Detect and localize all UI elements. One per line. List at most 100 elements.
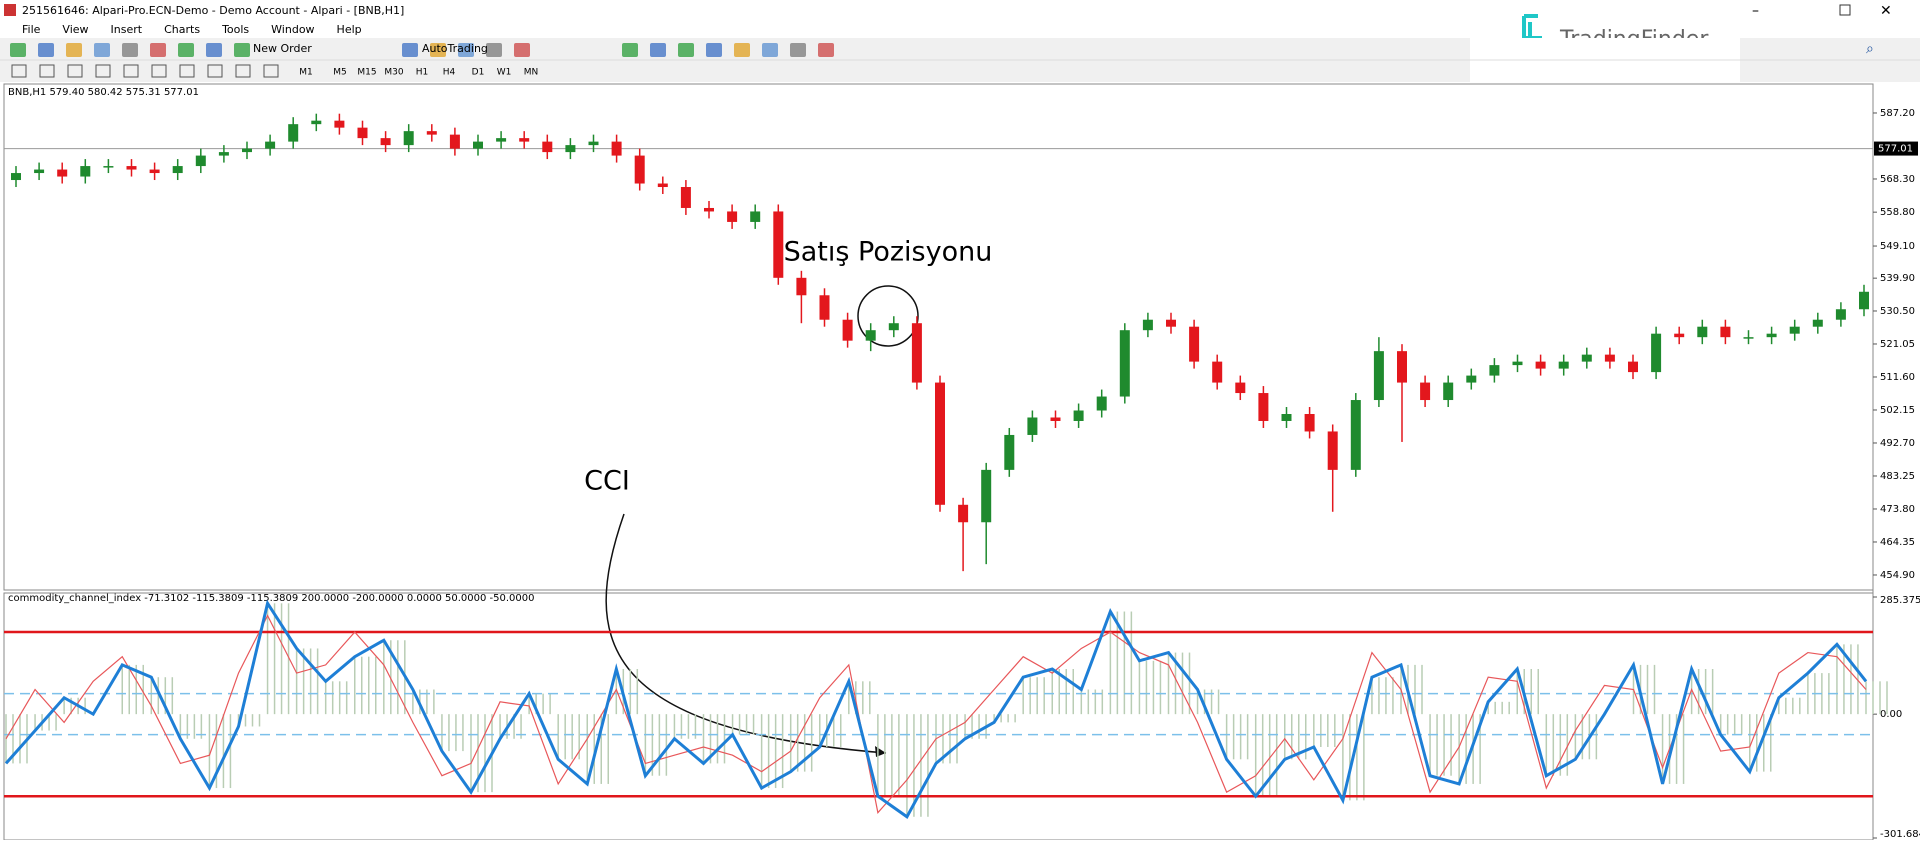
candle-body bbox=[403, 131, 414, 146]
toolbar-icon[interactable] bbox=[486, 43, 502, 57]
toolbar-icon[interactable] bbox=[458, 43, 474, 57]
menu-item[interactable]: File bbox=[22, 23, 41, 36]
candle-body bbox=[334, 120, 345, 128]
title-bar bbox=[0, 0, 1920, 22]
timeframe-button[interactable]: M5 bbox=[333, 68, 347, 78]
candle-body bbox=[888, 323, 899, 331]
tool-icon[interactable] bbox=[123, 64, 139, 78]
candle-body bbox=[519, 138, 530, 142]
candle-body bbox=[496, 138, 507, 142]
toolbar-icon[interactable] bbox=[150, 43, 166, 57]
candle-body bbox=[311, 120, 322, 125]
candle-body bbox=[1397, 351, 1407, 383]
toolbar-icon[interactable] bbox=[734, 43, 750, 57]
toolbar-icon[interactable] bbox=[94, 43, 110, 57]
timeframe-button[interactable]: H1 bbox=[416, 68, 429, 78]
toolbar-icon[interactable] bbox=[622, 43, 638, 57]
toolbar-icon[interactable] bbox=[706, 43, 722, 57]
close[interactable]: ✕ bbox=[1880, 3, 1892, 19]
tool-icon[interactable] bbox=[11, 64, 27, 78]
tool-icon[interactable] bbox=[179, 64, 195, 78]
candle-body bbox=[588, 141, 599, 146]
minimize[interactable]: – bbox=[1752, 3, 1759, 19]
candle-body bbox=[1581, 354, 1592, 362]
toolbar-icon[interactable] bbox=[790, 43, 806, 57]
candle-body bbox=[1073, 410, 1084, 421]
tool-icon[interactable] bbox=[67, 64, 83, 78]
toolbar-icon[interactable] bbox=[234, 43, 250, 57]
candle-body bbox=[750, 211, 761, 222]
y-tick-label: 285.3757 bbox=[1880, 595, 1920, 606]
timeframe-button[interactable]: M30 bbox=[384, 68, 403, 78]
candle-body bbox=[565, 145, 576, 153]
candle-body bbox=[103, 166, 114, 168]
candle-body bbox=[149, 169, 160, 174]
y-tick-label: 502.15 bbox=[1880, 405, 1915, 416]
current-price-box bbox=[1874, 141, 1918, 156]
tool-icon[interactable] bbox=[263, 64, 279, 78]
timeframe-button[interactable]: M1 bbox=[299, 68, 313, 78]
y-tick-label: 0.00 bbox=[1880, 709, 1902, 720]
y-tick-label: 549.10 bbox=[1880, 241, 1915, 252]
candle-body bbox=[542, 141, 553, 153]
candle-body bbox=[1743, 337, 1754, 339]
toolbar-icon[interactable] bbox=[430, 43, 446, 57]
candle-body bbox=[1189, 326, 1200, 362]
maximize[interactable] bbox=[1839, 4, 1851, 16]
candle-body bbox=[1859, 291, 1869, 310]
y-tick-label: 511.60 bbox=[1880, 372, 1915, 383]
menu-item[interactable]: Tools bbox=[221, 23, 249, 36]
menu-bar bbox=[0, 22, 1470, 38]
tool-icon[interactable] bbox=[151, 64, 167, 78]
menu-item[interactable]: Insert bbox=[111, 23, 143, 36]
menu-item[interactable]: Window bbox=[271, 23, 314, 36]
current-price-label: 577.01 bbox=[1878, 144, 1913, 155]
new-order-button[interactable]: New Order bbox=[253, 42, 312, 55]
timeframe-button[interactable]: H4 bbox=[443, 68, 456, 78]
toolbar-icon[interactable] bbox=[10, 43, 26, 57]
toolbar-icon[interactable] bbox=[38, 43, 54, 57]
highlight-circle bbox=[857, 285, 919, 347]
tool-icon[interactable] bbox=[235, 64, 251, 78]
candle-body bbox=[1304, 414, 1315, 432]
menu-item[interactable]: Help bbox=[337, 23, 362, 36]
candle-body bbox=[680, 187, 691, 208]
menu-item[interactable]: Charts bbox=[164, 23, 200, 36]
toolbar-icon[interactable] bbox=[178, 43, 194, 57]
menu-item[interactable]: View bbox=[62, 23, 88, 36]
toolbar-icon[interactable] bbox=[762, 43, 778, 57]
tool-icon[interactable] bbox=[39, 64, 55, 78]
toolbar-icon[interactable] bbox=[122, 43, 138, 57]
y-tick-label: 587.20 bbox=[1880, 108, 1915, 119]
candle-body bbox=[1766, 333, 1777, 338]
toolbar-icon[interactable] bbox=[514, 43, 530, 57]
timeframe-button[interactable]: MN bbox=[524, 68, 539, 78]
candle-body bbox=[195, 155, 206, 167]
candle-body bbox=[1604, 354, 1615, 362]
tool-icon[interactable] bbox=[207, 64, 223, 78]
candle-body bbox=[657, 183, 668, 188]
toolbar-icon[interactable] bbox=[206, 43, 222, 57]
timeframe-button[interactable]: D1 bbox=[472, 68, 485, 78]
candle-body bbox=[1050, 417, 1061, 421]
candle-body bbox=[1212, 361, 1223, 383]
y-tick-label: 539.90 bbox=[1880, 273, 1915, 284]
candle-body bbox=[1096, 396, 1107, 411]
toolbar-icon[interactable] bbox=[66, 43, 82, 57]
candle-body bbox=[11, 173, 21, 181]
candle-body bbox=[1628, 361, 1638, 373]
y-tick-label: 454.90 bbox=[1880, 570, 1915, 581]
candle-body bbox=[981, 469, 992, 523]
search-icon[interactable]: ⌕ bbox=[1866, 41, 1874, 57]
timeframe-button[interactable]: W1 bbox=[497, 68, 512, 78]
toolbar-icon[interactable] bbox=[650, 43, 666, 57]
timeframe-button[interactable]: M15 bbox=[357, 68, 376, 78]
toolbar-icon[interactable] bbox=[818, 43, 834, 57]
toolbar-icon[interactable] bbox=[402, 43, 418, 57]
toolbar-icon[interactable] bbox=[678, 43, 694, 57]
auto-trading-button[interactable]: AutoTrading bbox=[422, 42, 488, 55]
tool-icon[interactable] bbox=[95, 64, 111, 78]
candle-body bbox=[1535, 361, 1546, 369]
y-tick-label: 473.80 bbox=[1880, 504, 1915, 515]
